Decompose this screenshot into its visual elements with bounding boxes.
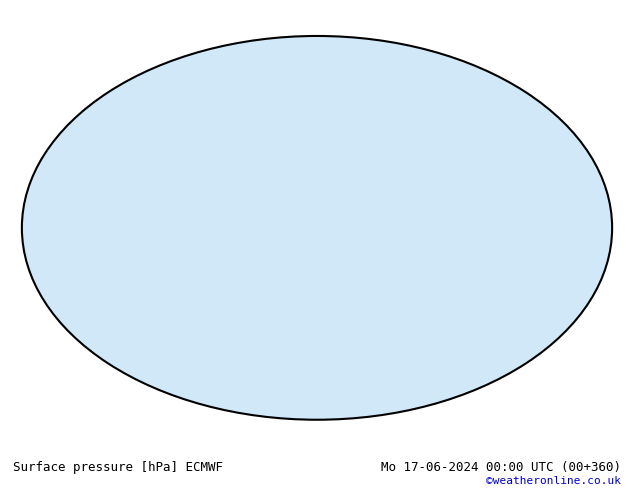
Ellipse shape bbox=[22, 36, 612, 420]
Text: Surface pressure [hPa] ECMWF: Surface pressure [hPa] ECMWF bbox=[13, 462, 223, 474]
Text: Mo 17-06-2024 00:00 UTC (00+360): Mo 17-06-2024 00:00 UTC (00+360) bbox=[381, 462, 621, 474]
Text: ©weatheronline.co.uk: ©weatheronline.co.uk bbox=[486, 476, 621, 486]
